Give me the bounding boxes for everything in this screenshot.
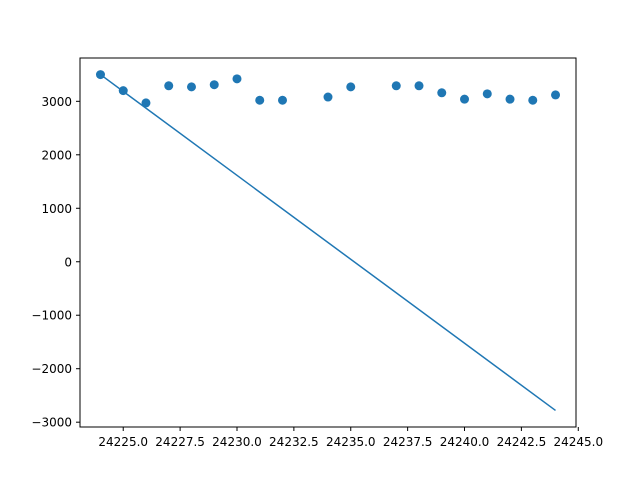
y-tick-label-2: −2000	[31, 362, 72, 376]
plot-area	[95, 70, 561, 412]
x-tick-label-7: 24240.0	[440, 435, 490, 449]
scatter-point-15	[460, 94, 470, 104]
scatter-point-14	[437, 88, 447, 98]
trend-line	[100, 73, 556, 412]
axes: 24225.0 24227.5 24230.0 24232.5 24235.0 24237…	[31, 57, 603, 449]
scatter-point-16	[482, 89, 492, 99]
x-tick-label-3: 24230.0	[212, 435, 262, 449]
y-tick-label-6: 2000	[41, 148, 72, 162]
scatter-point-9	[278, 95, 287, 105]
axes-frame	[79, 57, 577, 428]
scatter-point-12	[391, 81, 401, 91]
scatter-point-10	[323, 92, 333, 102]
scatter-point-18	[528, 95, 538, 105]
x-tick-label-2: 24227.5	[155, 435, 205, 449]
scatter-point-5	[186, 82, 196, 92]
scatter-point-7	[232, 74, 242, 84]
scatter-point-4	[164, 81, 174, 91]
scatter-point-11	[346, 82, 356, 92]
x-tick-label-8: 24242.5	[497, 435, 547, 449]
scatter-point-6	[209, 80, 219, 90]
y-tick-label-4: 0	[64, 255, 72, 269]
x-tick-label-4: 24232.5	[269, 435, 319, 449]
y-tick-label-1: −3000	[31, 416, 72, 430]
scatter-point-17	[505, 94, 515, 104]
scatter-point-8	[255, 95, 265, 105]
x-tick-label-1: 24225.0	[98, 435, 148, 449]
x-tick-label-5: 24235.0	[326, 435, 376, 449]
y-tick-label-7: 3000	[41, 95, 72, 109]
scatter-point-19	[551, 90, 561, 100]
y-tick-label-5: 1000	[41, 202, 72, 216]
scatter-point-3	[141, 98, 151, 108]
x-tick-label-9: 24245.0	[553, 435, 603, 449]
x-tick-label-6: 24237.5	[383, 435, 433, 449]
scatter-point-13	[414, 81, 424, 91]
y-tick-label-3: −1000	[31, 309, 72, 323]
